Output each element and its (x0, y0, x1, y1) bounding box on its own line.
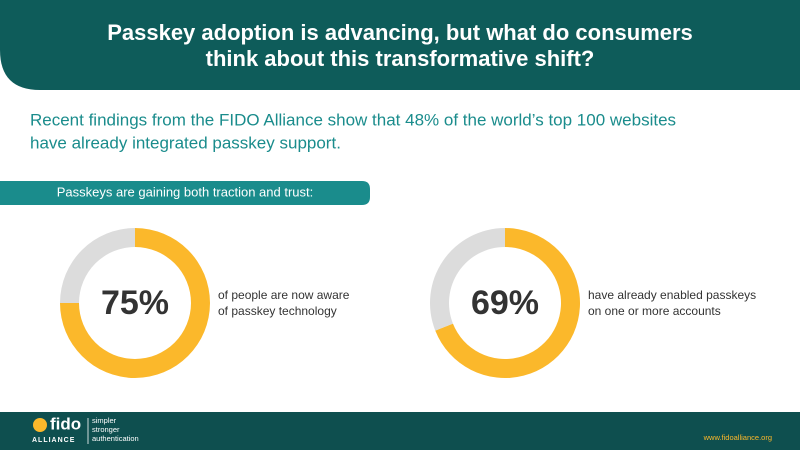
tagline: stronger (92, 425, 120, 434)
value-label: 75% (101, 284, 169, 322)
logo-sub: ALLIANCE (32, 437, 75, 444)
value-label: 69% (471, 284, 539, 322)
donut-segment (429, 228, 505, 331)
tagline: simpler (92, 416, 117, 425)
caption: on one or more accounts (588, 304, 721, 318)
footer-band (0, 412, 800, 450)
header-band (0, 0, 800, 90)
logo-icon (33, 418, 47, 432)
caption: have already enabled passkeys (588, 288, 756, 302)
title: Passkey adoption is advancing, but what … (107, 20, 693, 45)
donut-segment (60, 228, 135, 303)
title: think about this transformative shift? (206, 46, 595, 71)
intro: Recent findings from the FIDO Alliance s… (30, 110, 676, 129)
url: www.fidoalliance.org (703, 433, 772, 442)
banner (0, 181, 370, 205)
caption: of people are now aware (218, 288, 350, 302)
banner-text: Passkeys are gaining both traction and t… (57, 184, 314, 199)
logo: fido (50, 414, 81, 433)
intro: have already integrated passkey support. (30, 133, 341, 152)
caption: of passkey technology (218, 304, 337, 318)
tagline: authentication (92, 434, 139, 443)
